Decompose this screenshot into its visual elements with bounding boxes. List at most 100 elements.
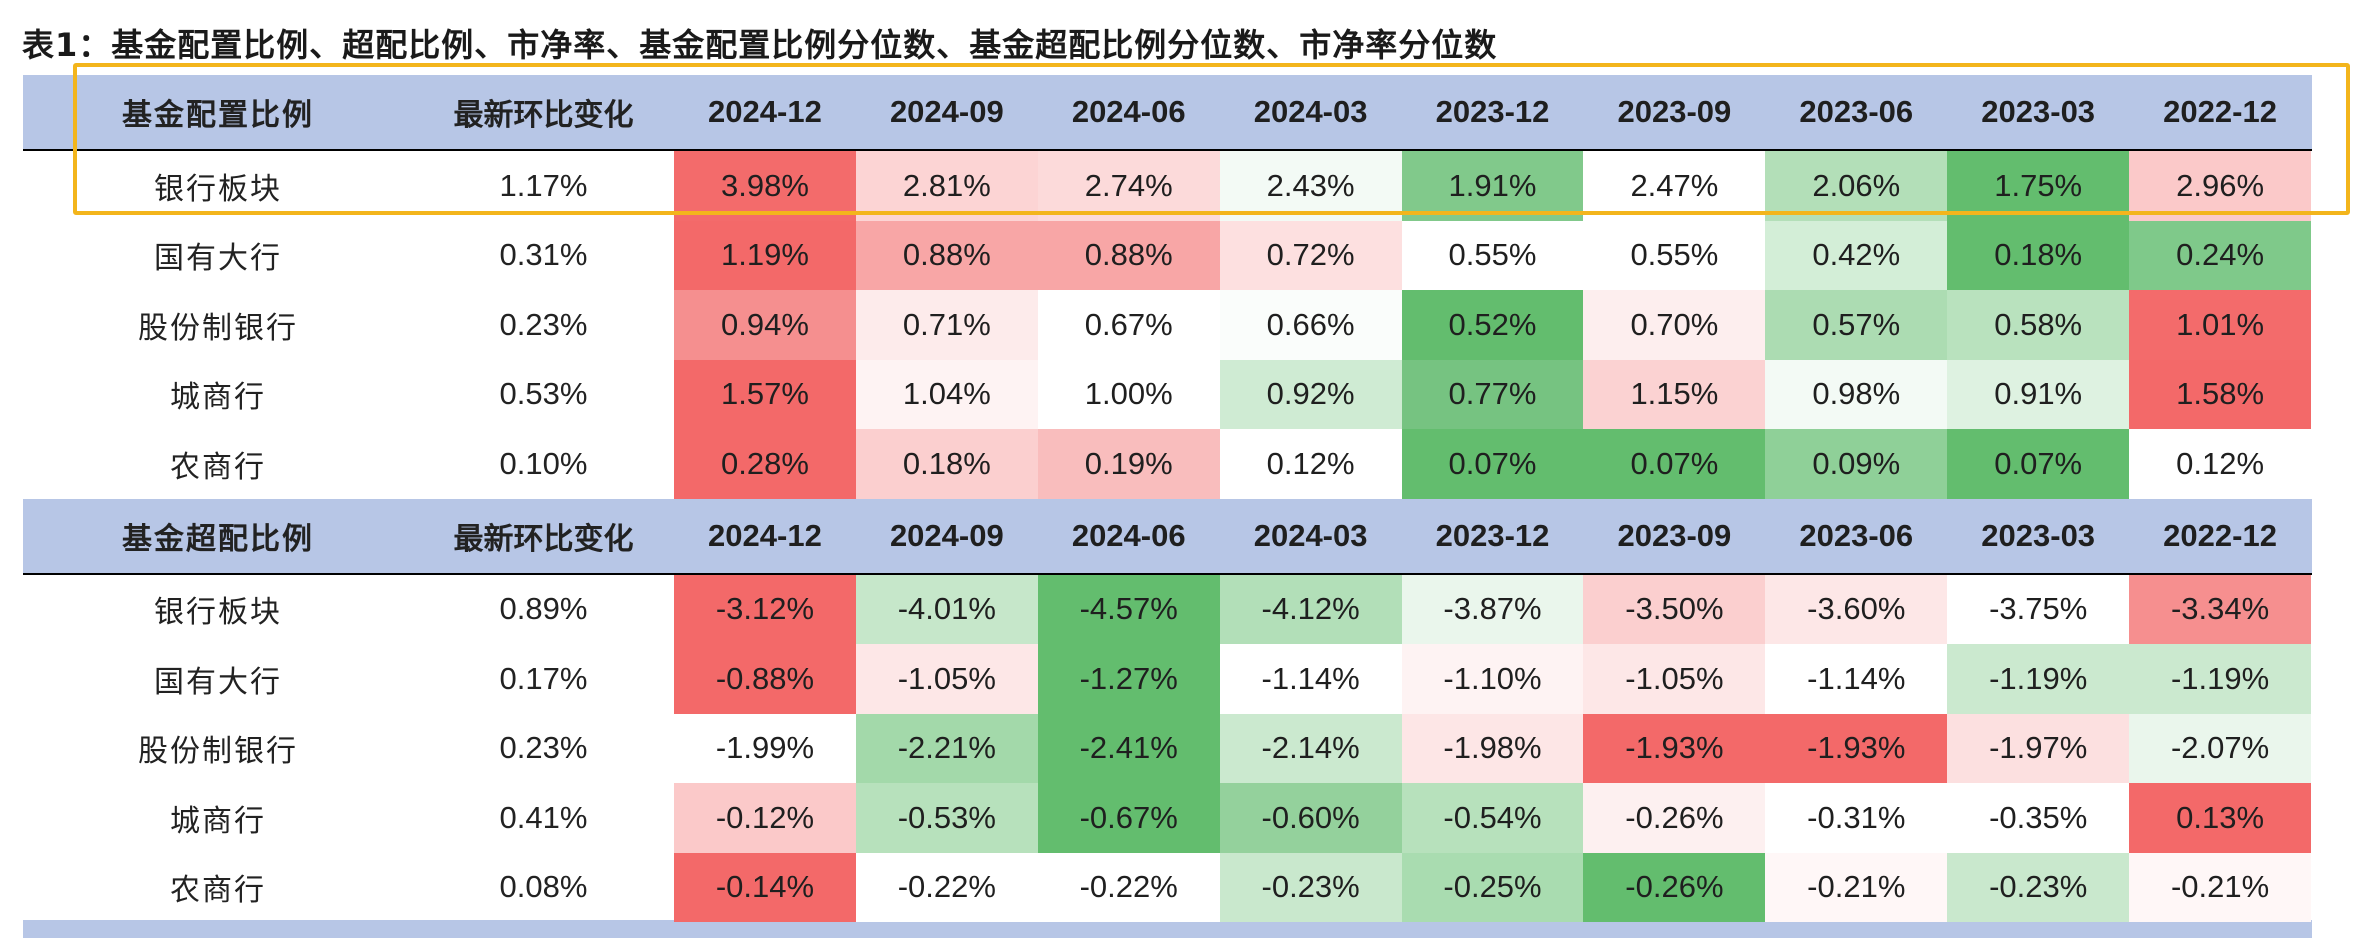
- change-cell: 0.89%: [499, 591, 588, 627]
- value-cell: 0.07%: [1583, 429, 1766, 499]
- value-cell: 2.43%: [1219, 151, 1402, 221]
- value-cell: 0.55%: [1401, 220, 1584, 290]
- row-name: 城商行: [170, 380, 266, 416]
- period-header: 2024-12: [708, 94, 822, 129]
- period-header: 2023-03: [1981, 517, 2096, 553]
- value-cell: 3.98%: [674, 151, 856, 221]
- value-cell: 0.09%: [1765, 429, 1948, 499]
- section-header: 基金超配比例 最新环比变化 2024-12 2024-09 2024-06 2024-03…: [23, 498, 2312, 575]
- table-row: 农商行 0.08% -0.14% -0.22% -0.22% -0.23% -0.25% -0…: [23, 852, 2312, 922]
- value-cell: -0.23%: [1219, 852, 1402, 922]
- value-cell: 2.06%: [1765, 151, 1948, 221]
- value-cell: 0.12%: [2129, 429, 2312, 499]
- value-cell: -0.23%: [1947, 852, 2130, 922]
- table-row: 银行板块 1.17% 3.98% 2.81% 2.74% 2.43% 1.91% 2.47% 2…: [23, 151, 2312, 221]
- value-cell: 1.57%: [674, 359, 856, 429]
- table-title: 表1：基金配置比例、超配比例、市净率、基金配置比例分位数、基金超配比例分位数、市…: [22, 26, 1498, 64]
- change-cell: 0.08%: [499, 869, 588, 905]
- row-name: 银行板块: [154, 171, 282, 207]
- value-cell: -1.93%: [1583, 713, 1766, 783]
- value-cell: -4.01%: [855, 574, 1038, 644]
- value-cell: 0.13%: [2129, 783, 2312, 853]
- value-cell: -0.12%: [674, 783, 856, 853]
- value-cell: -0.60%: [1219, 783, 1402, 853]
- period-header: 2023-09: [1617, 94, 1732, 129]
- value-cell: -0.14%: [674, 852, 856, 922]
- value-cell: -3.12%: [674, 574, 856, 644]
- table-row: 银行板块 0.89% -3.12% -4.01% -4.57% -4.12% -3.87% -…: [23, 574, 2312, 644]
- value-cell: -0.22%: [855, 852, 1038, 922]
- value-cell: -1.99%: [674, 713, 856, 783]
- value-cell: 0.28%: [674, 429, 856, 499]
- value-cell: 0.66%: [1219, 290, 1402, 360]
- value-cell: 0.12%: [1219, 429, 1402, 499]
- table-row: 城商行 0.41% -0.12% -0.53% -0.67% -0.60% -0.54% -0…: [23, 783, 2312, 853]
- value-cell: -0.54%: [1401, 783, 1584, 853]
- change-header: 最新环比变化: [453, 521, 634, 557]
- period-header: 2024-09: [889, 94, 1004, 129]
- table-row: 国有大行 0.17% -0.88% -1.05% -1.27% -1.14% -1.10% -…: [23, 644, 2312, 714]
- value-cell: 0.70%: [1583, 290, 1766, 360]
- value-cell: 0.07%: [1947, 429, 2130, 499]
- table-bottom-bar: [23, 920, 2312, 938]
- value-cell: -1.93%: [1765, 713, 1948, 783]
- table-row: 股份制银行 0.23% 0.94% 0.71% 0.67% 0.66% 0.52% 0.70%…: [23, 290, 2312, 360]
- period-header: 2022-12: [2163, 517, 2277, 553]
- value-cell: -3.87%: [1401, 574, 1584, 644]
- value-cell: 0.24%: [2129, 220, 2312, 290]
- value-cell: -1.19%: [1947, 644, 2130, 714]
- value-cell: 0.18%: [855, 429, 1038, 499]
- row-name: 国有大行: [154, 664, 282, 700]
- value-cell: -2.41%: [1037, 713, 1220, 783]
- value-cell: -1.05%: [1583, 644, 1766, 714]
- value-cell: -0.67%: [1037, 783, 1220, 853]
- value-cell: -0.22%: [1037, 852, 1220, 922]
- row-name: 银行板块: [154, 595, 282, 631]
- change-cell: 1.17%: [499, 167, 588, 203]
- value-cell: -2.21%: [855, 713, 1038, 783]
- value-cell: 2.81%: [855, 151, 1038, 221]
- period-header: 2024-03: [1253, 517, 1368, 553]
- value-cell: 1.91%: [1401, 151, 1584, 221]
- period-header: 2024-12: [708, 517, 822, 553]
- value-cell: 0.18%: [1947, 220, 2130, 290]
- value-cell: 1.58%: [2129, 359, 2312, 429]
- value-cell: 0.88%: [1037, 220, 1220, 290]
- period-header: 2024-06: [1071, 517, 1186, 553]
- value-cell: -1.14%: [1219, 644, 1402, 714]
- change-cell: 0.23%: [499, 730, 588, 766]
- period-header: 2023-09: [1617, 517, 1732, 553]
- period-header: 2024-06: [1071, 94, 1186, 129]
- change-cell: 0.31%: [499, 237, 588, 273]
- table-row: 城商行 0.53% 1.57% 1.04% 1.00% 0.92% 0.77% 1.15% 0.…: [23, 359, 2312, 429]
- value-cell: 0.98%: [1765, 359, 1948, 429]
- value-cell: -1.10%: [1401, 644, 1584, 714]
- value-cell: 1.04%: [855, 359, 1038, 429]
- section-label: 基金超配比例: [122, 521, 314, 557]
- value-cell: -3.75%: [1947, 574, 2130, 644]
- value-cell: 0.07%: [1401, 429, 1584, 499]
- table-row: 股份制银行 0.23% -1.99% -2.21% -2.41% -2.14% -1.98%…: [23, 713, 2312, 783]
- period-header: 2024-09: [889, 517, 1004, 553]
- value-cell: 0.52%: [1401, 290, 1584, 360]
- row-name: 股份制银行: [138, 734, 298, 770]
- value-cell: -0.31%: [1765, 783, 1948, 853]
- value-cell: 0.91%: [1947, 359, 2130, 429]
- highlight-box: [73, 63, 2350, 215]
- value-cell: 1.19%: [674, 220, 856, 290]
- value-cell: 1.15%: [1583, 359, 1766, 429]
- value-cell: -2.14%: [1219, 713, 1402, 783]
- value-cell: -0.53%: [855, 783, 1038, 853]
- value-cell: -4.57%: [1037, 574, 1220, 644]
- section-header: 基金配置比例 最新环比变化 2024-12 2024-09 2024-06 2024-03…: [23, 75, 2312, 151]
- row-name: 农商行: [170, 449, 266, 485]
- value-cell: 0.92%: [1219, 359, 1402, 429]
- row-name: 农商行: [170, 873, 266, 909]
- value-cell: 0.58%: [1947, 290, 2130, 360]
- value-cell: -0.88%: [674, 644, 856, 714]
- row-name: 股份制银行: [138, 310, 298, 346]
- change-cell: 0.10%: [499, 445, 588, 481]
- data-table: 基金配置比例 最新环比变化 2024-12 2024-09 2024-06 2024-03…: [23, 75, 2312, 938]
- value-cell: 2.74%: [1037, 151, 1220, 221]
- value-cell: -3.50%: [1583, 574, 1766, 644]
